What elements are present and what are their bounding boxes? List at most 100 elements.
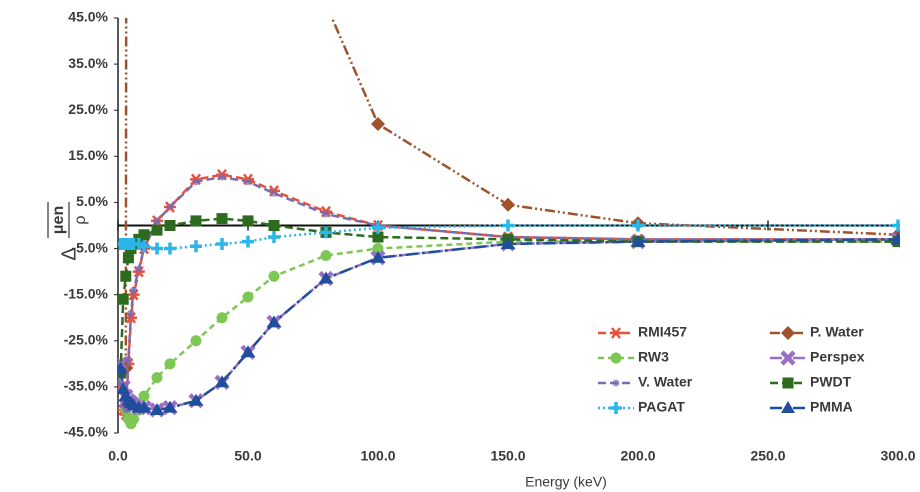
- y-tick-label: -5.0%: [71, 239, 108, 255]
- y-label-denominator: ρ: [72, 215, 89, 224]
- point: [138, 240, 150, 253]
- point: [215, 375, 229, 388]
- point: [151, 242, 163, 255]
- y-tick-label: 5.0%: [76, 193, 108, 209]
- legend-marker: [610, 352, 622, 364]
- point: [242, 291, 254, 303]
- y-axis-label: Δ μen ρ: [47, 202, 89, 261]
- y-tick-label: -25.0%: [64, 331, 109, 347]
- y-tick-label: 15.0%: [68, 147, 108, 163]
- point: [268, 220, 280, 231]
- point: [267, 315, 281, 328]
- series-line: [119, 238, 899, 412]
- point: [138, 229, 150, 241]
- x-tick-label: 0.0: [108, 448, 128, 464]
- point: [631, 234, 645, 247]
- y-label-delta: Δ: [58, 247, 80, 260]
- series-line: [119, 175, 898, 415]
- point: [120, 270, 132, 282]
- legend-label: Perspex: [810, 349, 865, 365]
- legend-marker: [781, 326, 795, 340]
- y-label-numerator: μen: [50, 206, 67, 234]
- point: [891, 232, 900, 245]
- series-line: [124, 18, 899, 369]
- x-tick-label: 300.0: [880, 448, 915, 464]
- legend-label: RW3: [638, 349, 669, 365]
- point: [190, 240, 202, 253]
- plot-area: [118, 0, 900, 430]
- point: [122, 252, 134, 264]
- series-line: [119, 238, 899, 412]
- point: [372, 243, 384, 255]
- point: [319, 0, 333, 11]
- point: [216, 312, 228, 324]
- point: [135, 265, 143, 273]
- point: [892, 219, 900, 232]
- legend-marker: [782, 377, 794, 389]
- legend-label: PWDT: [810, 374, 852, 390]
- point: [164, 358, 176, 370]
- point: [270, 189, 278, 197]
- point: [130, 286, 138, 294]
- point: [150, 402, 164, 415]
- x-tick-label: 150.0: [490, 448, 525, 464]
- point: [118, 382, 131, 395]
- legend-label: PAGAT: [638, 399, 685, 415]
- point: [164, 220, 176, 231]
- point: [322, 210, 330, 218]
- point: [216, 237, 228, 250]
- point: [122, 406, 130, 414]
- point: [124, 355, 132, 363]
- legend-marker: [612, 379, 620, 387]
- point: [164, 242, 176, 255]
- point: [319, 271, 333, 284]
- point: [163, 400, 177, 413]
- y-tick-label: -45.0%: [64, 424, 109, 440]
- point: [502, 219, 514, 232]
- legend-marker: [780, 350, 796, 366]
- point: [118, 293, 129, 305]
- point: [137, 400, 151, 413]
- point: [151, 372, 163, 384]
- point: [190, 215, 202, 227]
- legend-marker: [781, 401, 795, 413]
- legend: RMI457 P. Water RW3 Perspex V. Water PWDT PAGA…: [598, 324, 865, 415]
- legend-label: P. Water: [810, 324, 864, 340]
- point: [244, 178, 252, 186]
- legend-marker: [610, 327, 622, 339]
- point: [192, 178, 200, 186]
- point: [151, 224, 163, 236]
- y-tick-label: 25.0%: [68, 101, 108, 117]
- point: [118, 361, 128, 374]
- point: [138, 390, 150, 402]
- legend-marker: [610, 402, 622, 414]
- point: [189, 393, 203, 406]
- x-tick-label: 50.0: [234, 448, 261, 464]
- x-axis-label: Energy (keV): [525, 474, 607, 490]
- point: [166, 203, 174, 211]
- legend-label: PMMA: [810, 399, 853, 415]
- point: [501, 236, 515, 249]
- y-tick-label: -35.0%: [64, 378, 109, 394]
- point: [218, 173, 226, 181]
- point: [268, 270, 280, 282]
- x-tick-label: 200.0: [620, 448, 655, 464]
- point: [371, 117, 385, 132]
- point: [216, 213, 228, 225]
- point: [372, 221, 384, 234]
- y-tick-label: 45.0%: [68, 9, 108, 25]
- point: [127, 309, 135, 317]
- point: [242, 215, 254, 227]
- point: [241, 345, 255, 358]
- point: [501, 197, 515, 212]
- point: [632, 219, 644, 232]
- point: [320, 249, 332, 261]
- series-line: [119, 173, 898, 419]
- point: [320, 226, 332, 239]
- x-tick-label: 100.0: [360, 448, 395, 464]
- point: [190, 335, 202, 347]
- legend-label: RMI457: [638, 324, 687, 340]
- point: [371, 250, 385, 263]
- point: [128, 413, 140, 425]
- point: [372, 231, 384, 243]
